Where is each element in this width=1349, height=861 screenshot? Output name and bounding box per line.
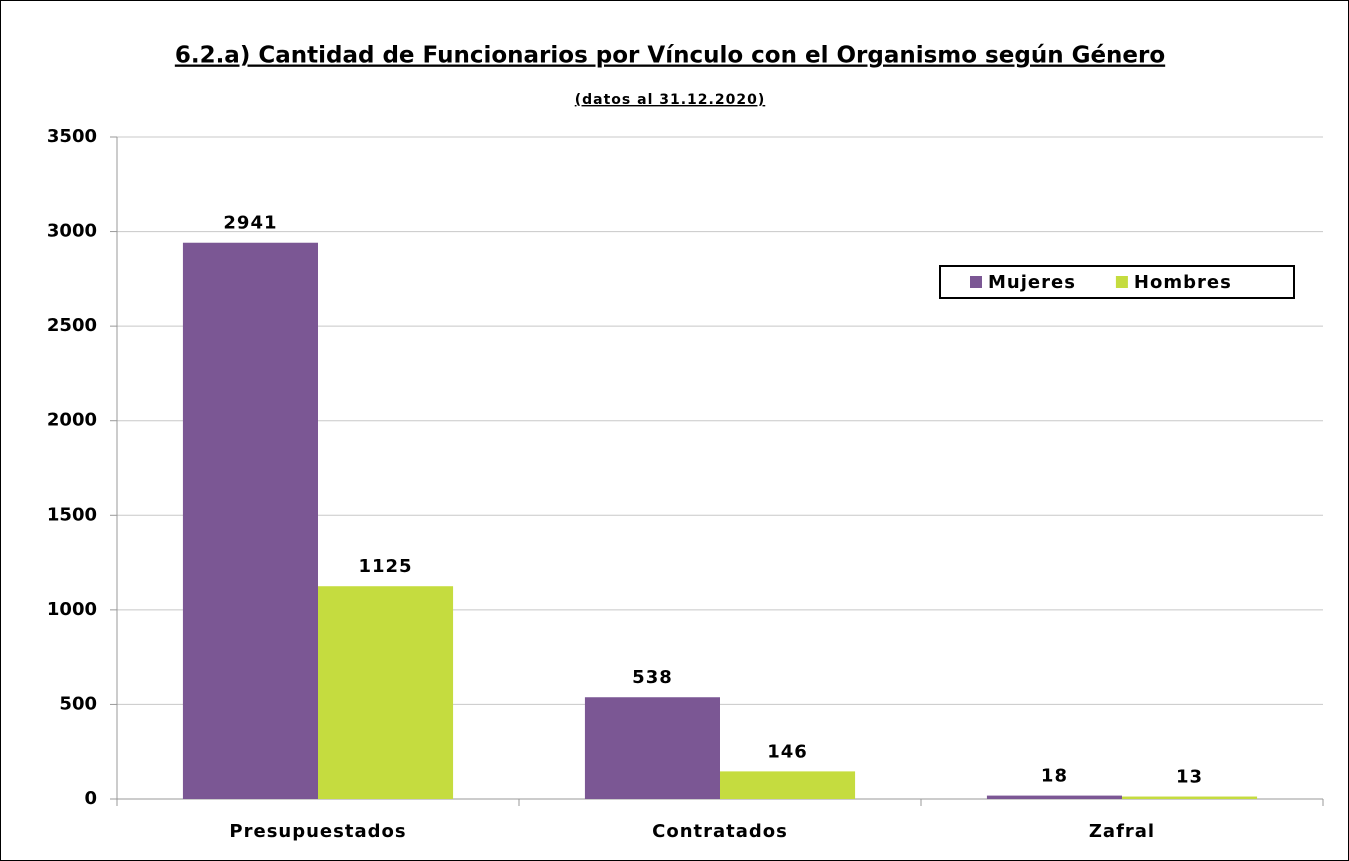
value-label: 146 <box>767 741 808 762</box>
legend-swatch <box>1115 276 1128 288</box>
value-label: 18 <box>1041 766 1068 787</box>
bar <box>986 795 1122 799</box>
y-tick-label: 1000 <box>47 599 97 620</box>
y-tick-label: 2000 <box>47 410 97 431</box>
chart-subtitle: (datos al 31.12.2020) <box>575 92 765 108</box>
y-tick-label: 0 <box>84 788 97 809</box>
bar <box>182 242 318 800</box>
value-label: 2941 <box>223 213 277 234</box>
legend-label: Mujeres <box>988 272 1076 293</box>
value-label: 1125 <box>358 556 412 577</box>
y-tick-label: 3000 <box>47 221 97 242</box>
y-tick-label: 500 <box>59 693 97 714</box>
x-tick-label: Zafral <box>1089 821 1155 842</box>
x-tick-label: Contratados <box>652 821 788 842</box>
bar <box>584 697 720 799</box>
chart-title: 6.2.a) Cantidad de Funcionarios por Vínc… <box>175 43 1165 69</box>
y-tick-label: 1500 <box>47 504 97 525</box>
bar <box>318 586 454 799</box>
value-label: 538 <box>632 667 673 688</box>
y-tick-label: 3500 <box>47 126 97 147</box>
y-tick-label: 2500 <box>47 315 97 336</box>
legend-box <box>939 265 1295 299</box>
legend-swatch <box>970 276 982 288</box>
bar <box>1122 796 1258 799</box>
value-label: 13 <box>1176 767 1203 788</box>
x-tick-label: Presupuestados <box>229 821 406 842</box>
legend-label: Hombres <box>1134 272 1232 293</box>
bar <box>720 771 856 799</box>
